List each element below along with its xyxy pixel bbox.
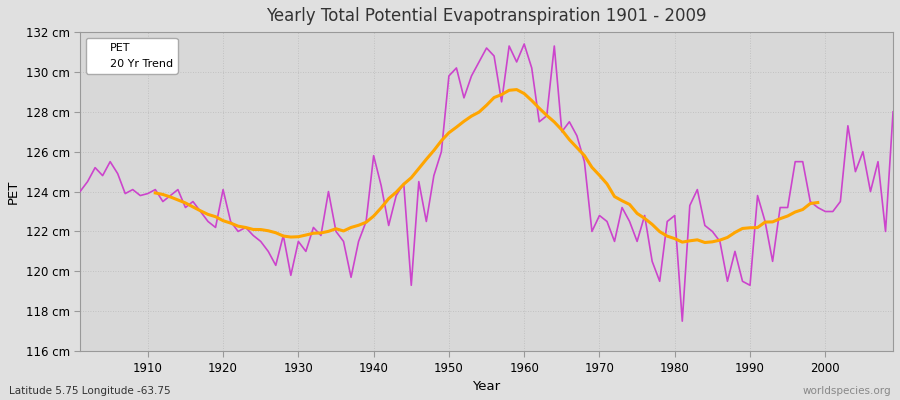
Text: Latitude 5.75 Longitude -63.75: Latitude 5.75 Longitude -63.75	[9, 386, 171, 396]
Text: worldspecies.org: worldspecies.org	[803, 386, 891, 396]
PET	[511, 60, 522, 64]
X-axis label: Year: Year	[472, 380, 500, 393]
20 Yr Trend	[489, 95, 500, 100]
PET	[346, 275, 356, 280]
20 Yr Trend	[150, 190, 161, 195]
Line: PET: PET	[80, 44, 893, 321]
Title: Yearly Total Potential Evapotranspiration 1901 - 2009: Yearly Total Potential Evapotranspiratio…	[266, 7, 706, 25]
PET	[616, 205, 627, 210]
Y-axis label: PET: PET	[7, 179, 20, 204]
Line: 20 Yr Trend: 20 Yr Trend	[156, 90, 818, 242]
20 Yr Trend	[285, 235, 296, 240]
PET	[75, 189, 86, 194]
20 Yr Trend	[233, 224, 244, 228]
20 Yr Trend	[218, 218, 229, 223]
20 Yr Trend	[406, 175, 417, 180]
PET	[526, 66, 537, 70]
PET	[518, 42, 529, 46]
PET	[887, 110, 898, 114]
PET	[301, 249, 311, 254]
20 Yr Trend	[752, 225, 763, 230]
Legend: PET, 20 Yr Trend: PET, 20 Yr Trend	[86, 38, 177, 74]
20 Yr Trend	[813, 200, 824, 205]
PET	[135, 193, 146, 198]
20 Yr Trend	[699, 240, 710, 245]
20 Yr Trend	[511, 87, 522, 92]
PET	[677, 319, 688, 324]
